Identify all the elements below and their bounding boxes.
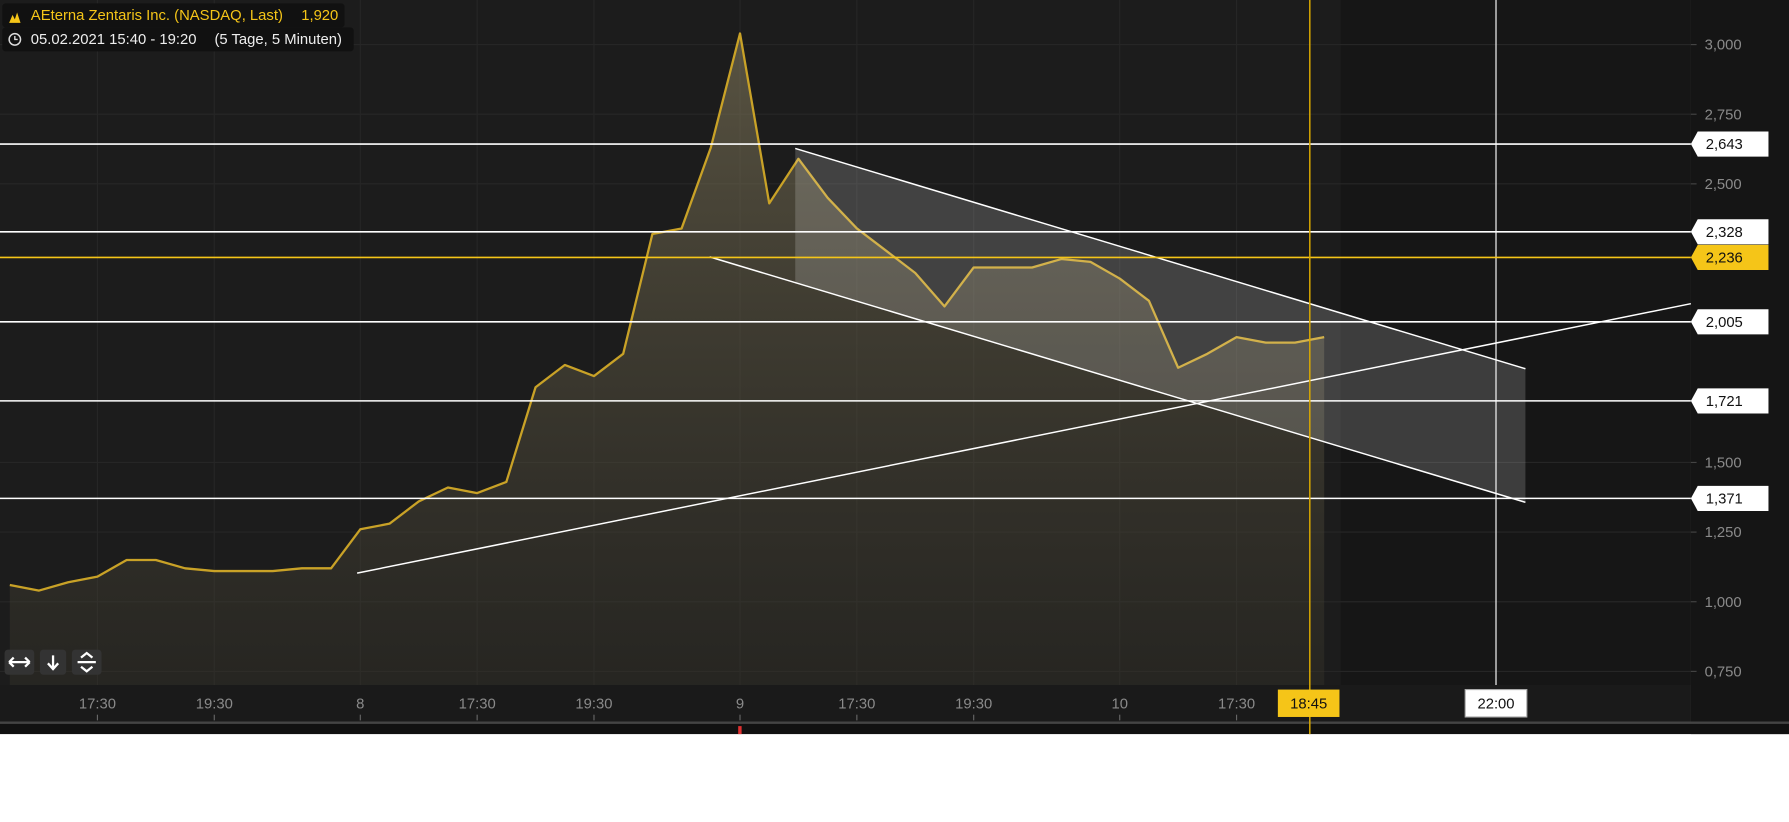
x-tick-label: 19:30 bbox=[575, 696, 612, 712]
level-label: 2,005 bbox=[1706, 315, 1743, 331]
level-label-box bbox=[1690, 219, 1769, 245]
x-tick-label: 8 bbox=[356, 696, 364, 712]
clock-hand bbox=[14, 35, 18, 41]
volume-panel bbox=[0, 721, 1789, 735]
scale-icon bbox=[77, 651, 96, 673]
x-tick-label: 9 bbox=[736, 696, 744, 712]
y-tick-label: 2,500 bbox=[1705, 177, 1742, 193]
level-label-box bbox=[1690, 309, 1769, 335]
y-axis-panel bbox=[1690, 0, 1789, 735]
pan-icon bbox=[8, 656, 31, 668]
channel-fill bbox=[795, 148, 1526, 503]
x-tick-label: 17:30 bbox=[1218, 696, 1255, 712]
overlay bbox=[0, 0, 1692, 735]
level-label-box bbox=[1690, 485, 1769, 511]
chart-title: AEterna Zentaris Inc. (NASDAQ, Last) bbox=[31, 8, 283, 24]
x-tick-label: 17:30 bbox=[459, 696, 496, 712]
x-tick-label: 17:30 bbox=[79, 696, 116, 712]
price-area bbox=[9, 33, 1325, 686]
level-label: 2,328 bbox=[1706, 225, 1743, 241]
level-label: 2,643 bbox=[1706, 137, 1743, 153]
chart-icon bbox=[9, 12, 21, 23]
y-tick-label: 2,750 bbox=[1705, 107, 1742, 123]
subtitle-box bbox=[2, 27, 354, 52]
level-label-box bbox=[1690, 131, 1769, 157]
crosshair-label: 18:45 bbox=[1290, 696, 1327, 712]
date-marker bbox=[738, 726, 742, 735]
x-tick-label: 19:30 bbox=[955, 696, 992, 712]
y-tick-label: 1,500 bbox=[1705, 456, 1742, 472]
x-label-box bbox=[1464, 688, 1528, 718]
clock-icon bbox=[8, 32, 22, 46]
channel-lower bbox=[709, 256, 1526, 504]
level-label: 1,721 bbox=[1706, 394, 1743, 410]
controls bbox=[4, 649, 102, 675]
x-tick-label: 10 bbox=[1111, 696, 1127, 712]
y-tick-label: 1,250 bbox=[1705, 525, 1742, 541]
y-tick-label: 0,750 bbox=[1705, 664, 1742, 680]
level-label-box bbox=[1690, 244, 1769, 270]
level-label: 2,236 bbox=[1706, 250, 1743, 266]
chart-period: (5 Tage, 5 Minuten) bbox=[214, 32, 342, 48]
support-trend bbox=[356, 302, 1692, 574]
level-label: 1,371 bbox=[1706, 491, 1743, 507]
crosshair-label-box bbox=[1277, 689, 1340, 717]
y-tick-label: 3,000 bbox=[1705, 38, 1742, 54]
x-tick-label: 17:30 bbox=[838, 696, 875, 712]
x-tick-label: 22:00 bbox=[1477, 696, 1514, 712]
down-icon bbox=[47, 655, 60, 671]
x-axis-panel bbox=[0, 685, 1691, 722]
channel-upper bbox=[795, 147, 1526, 370]
level-label-box bbox=[1690, 388, 1769, 414]
chart-subtitle: 05.02.2021 15:40 - 19:20 bbox=[31, 32, 197, 48]
y-tick-label: 1,000 bbox=[1705, 595, 1742, 611]
x-tick-label: 19:30 bbox=[196, 696, 233, 712]
title-box bbox=[2, 3, 345, 28]
last-price: 1,920 bbox=[301, 8, 338, 24]
